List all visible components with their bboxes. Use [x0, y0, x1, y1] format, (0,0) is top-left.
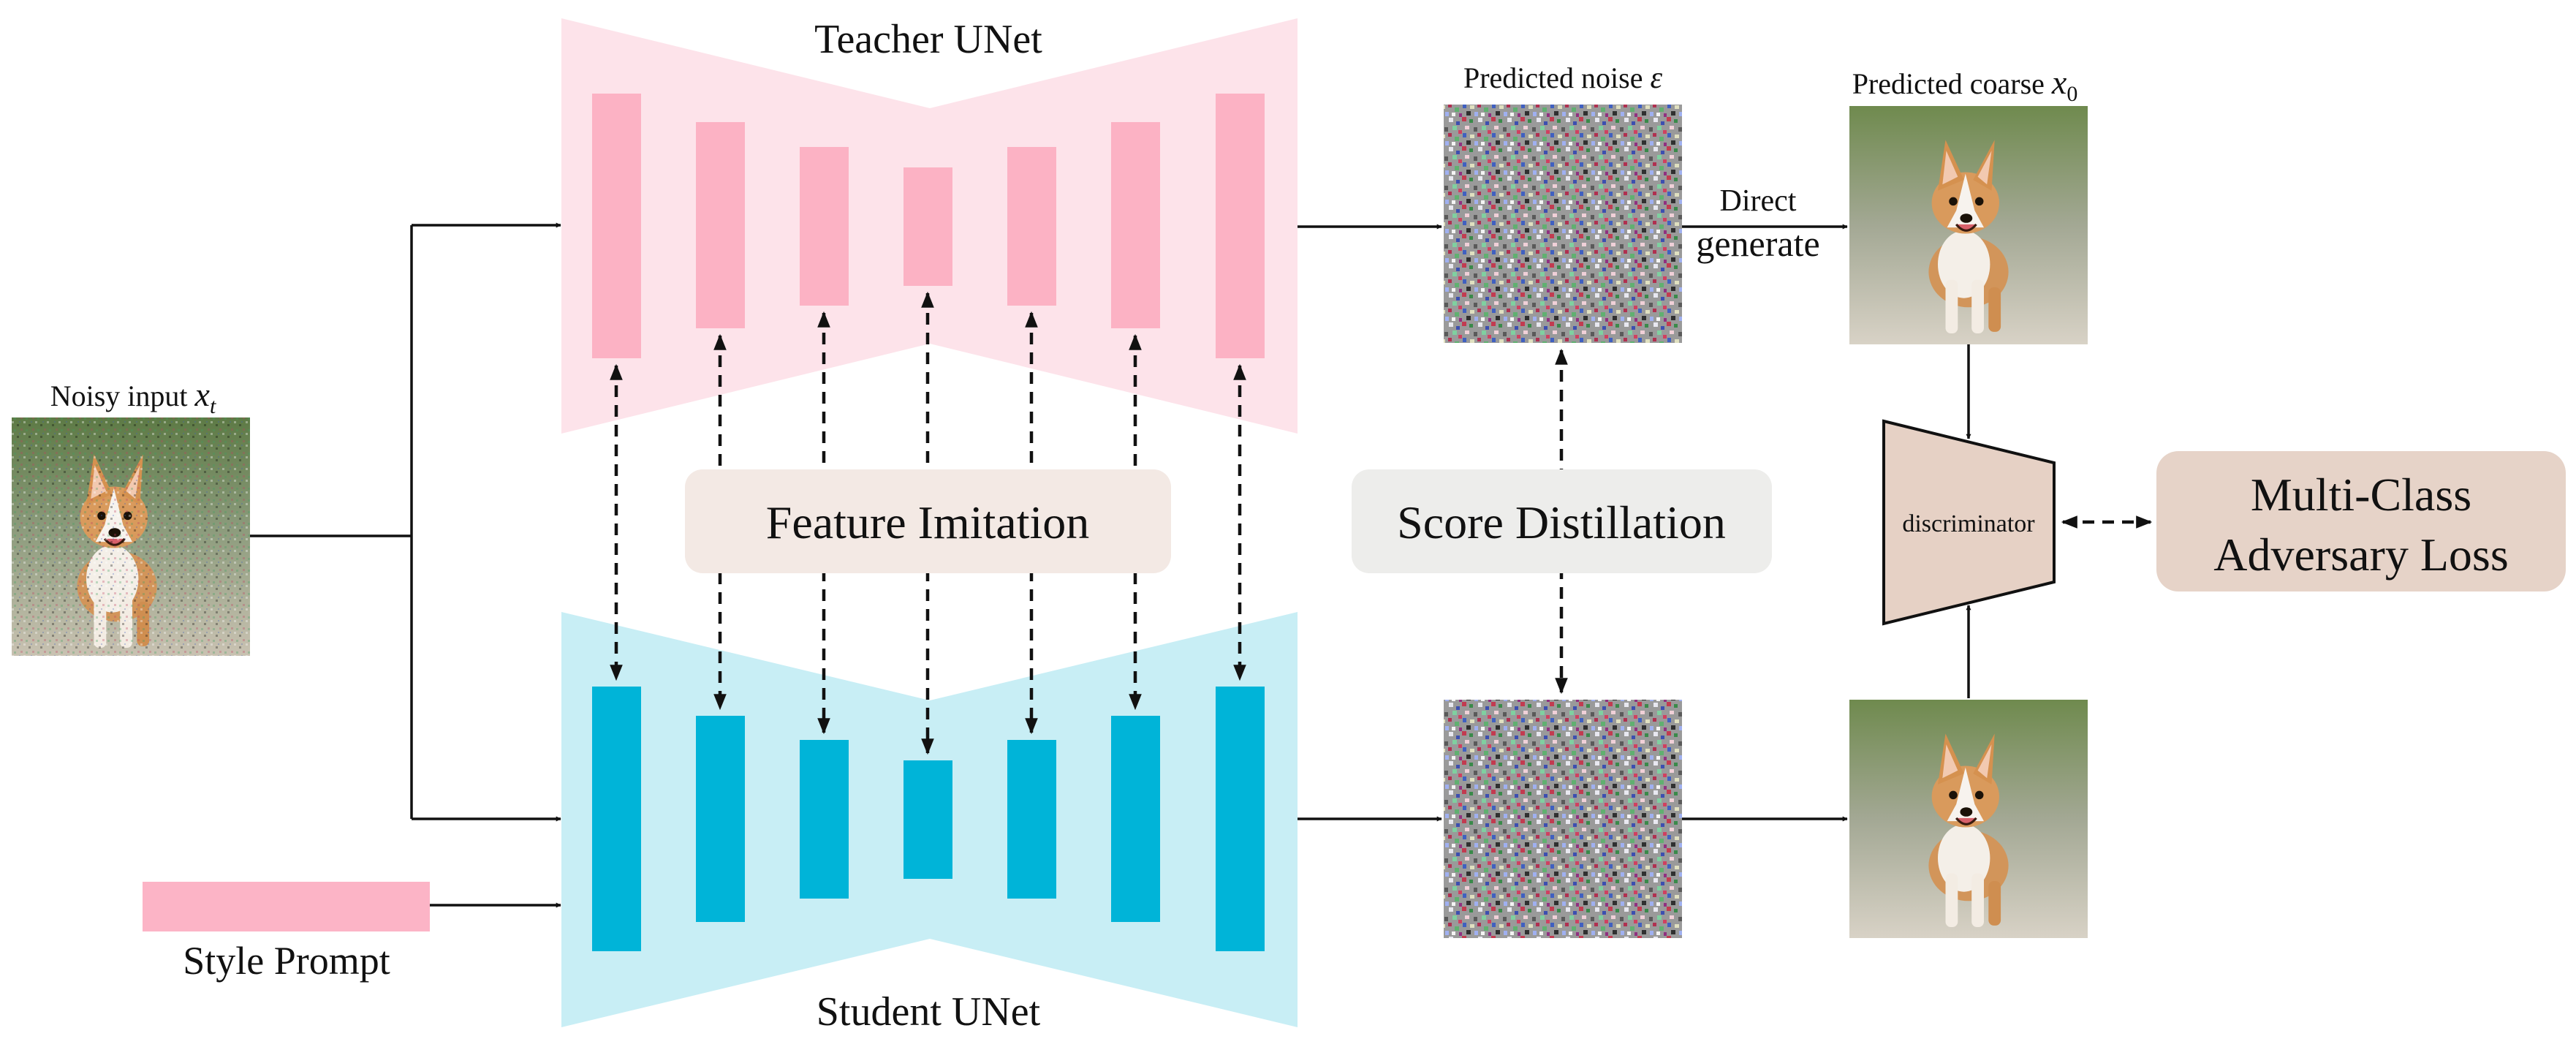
score-distillation-text: Score Distillation	[1397, 496, 1726, 548]
teacher-title: Teacher UNet	[814, 17, 1042, 62]
student-block-6	[1111, 716, 1160, 922]
feature-imitation-box	[685, 469, 1171, 573]
student-block-3	[800, 740, 849, 899]
style-prompt: Style Prompt	[143, 882, 561, 983]
student-blocks	[592, 687, 1265, 951]
noisy-input-label: Noisy input xt	[50, 376, 216, 418]
direct-label: Direct	[1720, 184, 1797, 218]
teacher-block-7	[1216, 94, 1265, 358]
input-connectors	[250, 222, 561, 822]
discriminator-label: discriminator	[1902, 510, 2035, 537]
teacher-block-3	[800, 147, 849, 306]
student-block-5	[1007, 740, 1056, 899]
loss-line-1: Multi-Class	[2251, 469, 2471, 521]
corgi-image	[1849, 106, 2088, 344]
predicted-coarse-student	[1849, 700, 2088, 938]
feature-imitation-text: Feature Imitation	[766, 496, 1090, 548]
style-prompt-bar	[143, 882, 430, 931]
corgi-image-student	[1849, 700, 2088, 938]
style-prompt-label: Style Prompt	[183, 939, 390, 983]
predicted-coarse-teacher: Predicted coarse x0	[1849, 64, 2088, 344]
predicted-noise-student	[1444, 700, 1682, 938]
student-title: Student UNet	[817, 989, 1041, 1035]
student-block-7	[1216, 687, 1265, 951]
teacher-block-4	[904, 167, 952, 286]
generate-label: generate	[1696, 223, 1819, 264]
predicted-noise-label: Predicted noise ε	[1463, 61, 1663, 95]
discriminator: discriminator	[1882, 344, 2056, 698]
noisy-input: Noisy input xt	[12, 376, 250, 656]
discriminator-shape	[1882, 419, 2056, 626]
loss-line-2: Adversary Loss	[2213, 529, 2508, 581]
score-distillation-box	[1352, 469, 1772, 573]
student-block-4	[904, 760, 952, 879]
predicted-coarse-label: Predicted coarse x0	[1852, 64, 2078, 106]
student-block-1	[592, 687, 641, 951]
noise-texture-image-student	[1444, 700, 1682, 938]
predicted-noise-teacher: Predicted noise ε	[1444, 61, 1682, 343]
noise-texture-image	[1444, 105, 1682, 343]
student-unet: Student UNet	[561, 612, 1298, 1035]
noisy-corgi-image	[12, 417, 250, 656]
teacher-block-2	[696, 122, 745, 328]
teacher-unet: Teacher UNet	[561, 17, 1298, 434]
teacher-block-5	[1007, 147, 1056, 306]
loss-box	[2156, 451, 2566, 591]
student-block-2	[696, 716, 745, 922]
teacher-block-6	[1111, 122, 1160, 328]
score-distillation-label: Score Distillation	[1352, 469, 1772, 573]
adversary-loss: Multi-Class Adversary Loss	[2156, 451, 2566, 591]
teacher-block-1	[592, 94, 641, 358]
feature-imitation-label: Feature Imitation	[685, 469, 1171, 573]
teacher-blocks	[592, 94, 1265, 358]
direct-generate: Direct generate	[1682, 184, 1848, 264]
